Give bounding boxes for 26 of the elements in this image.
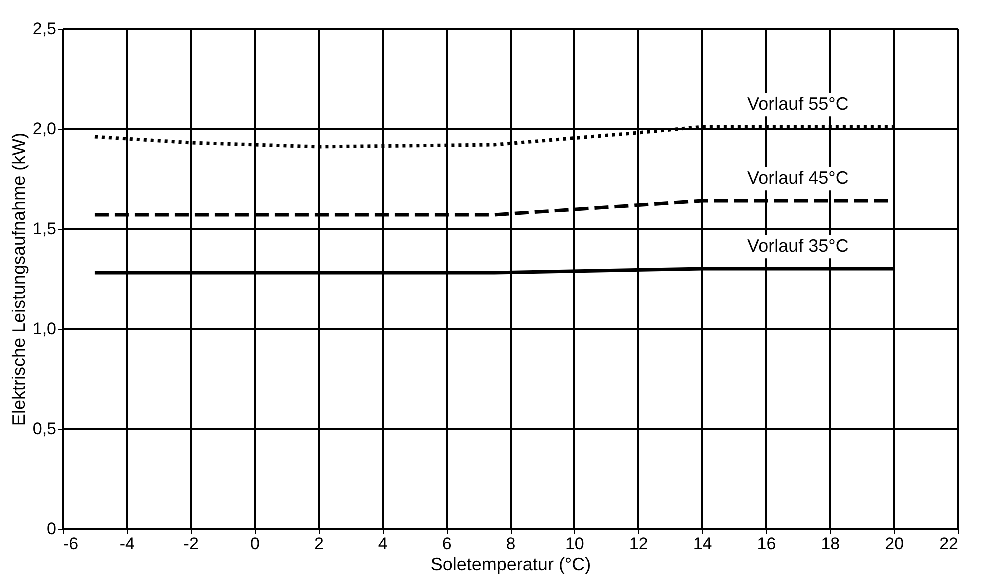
x-tick-label: 12 — [629, 534, 648, 554]
x-tick-label: 16 — [757, 534, 776, 554]
series-label: Vorlauf 45°C — [748, 168, 849, 188]
x-tick-label: 10 — [565, 534, 584, 554]
x-tick-label: -4 — [120, 534, 135, 554]
y-tick-label: 1,5 — [32, 220, 56, 238]
series-label: Vorlauf 35°C — [748, 236, 849, 256]
x-tick-label: 4 — [378, 534, 388, 554]
x-tick-label: 2 — [314, 534, 324, 554]
x-tick-label: 20 — [885, 534, 904, 554]
y-tick-label: 0 — [47, 520, 56, 538]
x-tick-label: 18 — [821, 534, 840, 554]
y-tick-label: 1,0 — [32, 320, 56, 338]
x-tick-label: 8 — [506, 534, 516, 554]
y-tick-label: 2,5 — [32, 20, 56, 38]
x-axis-title: Soletemperatur (°C) — [430, 554, 592, 574]
y-tick-label: 0,5 — [32, 420, 56, 438]
x-tick-label: 0 — [250, 534, 260, 554]
y-axis-title: Elektrische Leistungsaufnahme (kW) — [8, 132, 29, 426]
x-tick-label: 14 — [693, 534, 712, 554]
x-tick-label: -6 — [64, 534, 79, 554]
x-tick-label: 6 — [442, 534, 452, 554]
x-tick-label: 22 — [940, 534, 958, 554]
y-tick-label: 2,0 — [32, 120, 56, 138]
series-label: Vorlauf 55°C — [748, 94, 849, 114]
x-tick-label: -2 — [184, 534, 199, 554]
